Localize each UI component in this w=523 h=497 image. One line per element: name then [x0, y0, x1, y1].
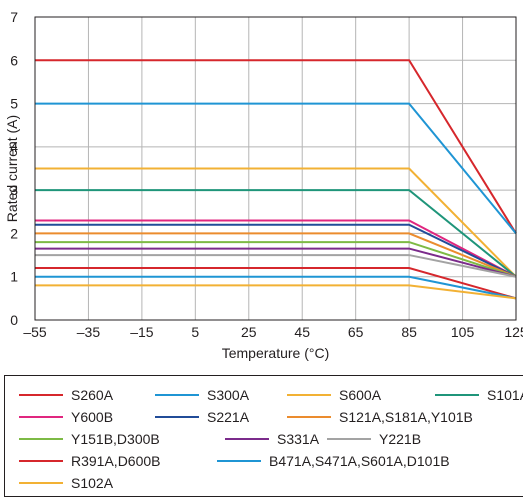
x-tick-label: –55: [23, 324, 47, 340]
y-tick-label: 3: [10, 182, 18, 198]
legend-label: S102A: [71, 475, 114, 491]
legend-label: S221A: [207, 409, 250, 425]
series-line: [35, 189, 517, 278]
x-axis-label: Temperature (°C): [222, 345, 330, 361]
legend-item: S331A: [225, 428, 319, 450]
legend-swatch: [287, 394, 331, 396]
y-tick-labels: 0 1 2 3 4 5 6 7: [10, 9, 18, 328]
y-tick-label: 1: [10, 269, 18, 285]
y-tick-label: 4: [10, 139, 18, 155]
legend-item: R391A,D600B: [19, 450, 161, 472]
x-tick-label: 5: [191, 324, 199, 340]
x-tick-label: 65: [348, 324, 364, 340]
y-tick-label: 7: [10, 9, 18, 25]
legend-swatch: [19, 394, 63, 396]
y-tick-label: 0: [10, 312, 18, 328]
series-line: [35, 267, 517, 300]
x-tick-label: –35: [77, 324, 101, 340]
legend-label: S101A: [487, 387, 523, 403]
legend-swatch: [217, 460, 261, 462]
legend-label: S331A: [277, 431, 320, 447]
x-tick-labels: –55 –35 –15 5 25 45 65 85 105 125: [23, 324, 523, 340]
legend-item: B471A,S471A,S601A,D101B: [217, 450, 450, 472]
series-line: [35, 223, 517, 278]
legend-swatch: [19, 460, 63, 462]
y-axis-label: Rated current (A): [4, 115, 20, 222]
x-tick-label: 45: [294, 324, 310, 340]
legend-swatch: [155, 394, 199, 396]
x-tick-label: –15: [130, 324, 154, 340]
legend-item: Y600B: [19, 406, 113, 428]
series-line: [35, 247, 517, 278]
y-tick-label: 2: [10, 225, 18, 241]
legend: S260A S300A S600A S101A Y600B S221A S121A,S181…: [4, 375, 523, 497]
legend-item: S121A,S181A,Y101B: [287, 406, 473, 428]
series-line: [35, 232, 517, 278]
x-tick-label: 125: [504, 324, 523, 340]
legend-label: Y221B: [379, 431, 422, 447]
legend-label: S300A: [207, 387, 250, 403]
series-line: [35, 102, 517, 235]
y-tick-label: 5: [10, 96, 18, 112]
legend-swatch: [435, 394, 479, 396]
legend-label: R391A,D600B: [71, 453, 161, 469]
legend-swatch: [327, 438, 371, 440]
series-line: [35, 59, 517, 234]
legend-label: S121A,S181A,Y101B: [339, 409, 473, 425]
legend-swatch: [155, 416, 199, 418]
plot-frame: [34, 16, 517, 321]
x-tick-label: 25: [241, 324, 257, 340]
legend-item: S260A: [19, 384, 113, 406]
x-tick-label: 105: [451, 324, 475, 340]
series-line: [35, 241, 517, 278]
legend-item: S101A: [435, 384, 523, 406]
legend-swatch: [287, 416, 331, 418]
series-line: [35, 219, 517, 278]
legend-label: S260A: [71, 387, 114, 403]
series-line: [35, 254, 517, 278]
legend-swatch: [225, 438, 269, 440]
legend-swatch: [19, 482, 63, 484]
series-line: [35, 167, 517, 278]
legend-item: Y221B: [327, 428, 421, 450]
series-line: [35, 284, 517, 300]
legend-swatch: [19, 438, 63, 440]
legend-item: S102A: [19, 472, 113, 494]
legend-swatch: [19, 416, 63, 418]
legend-label: Y600B: [71, 409, 114, 425]
legend-item: S221A: [155, 406, 249, 428]
series-layer: [35, 59, 517, 300]
y-tick-label: 6: [10, 52, 18, 68]
series-line: [35, 275, 517, 300]
legend-label: B471A,S471A,S601A,D101B: [269, 453, 450, 469]
legend-label: S600A: [339, 387, 382, 403]
legend-item: S600A: [287, 384, 381, 406]
legend-item: Y151B,D300B: [19, 428, 160, 450]
x-tick-label: 85: [401, 324, 417, 340]
legend-item: S300A: [155, 384, 249, 406]
legend-label: Y151B,D300B: [71, 431, 160, 447]
